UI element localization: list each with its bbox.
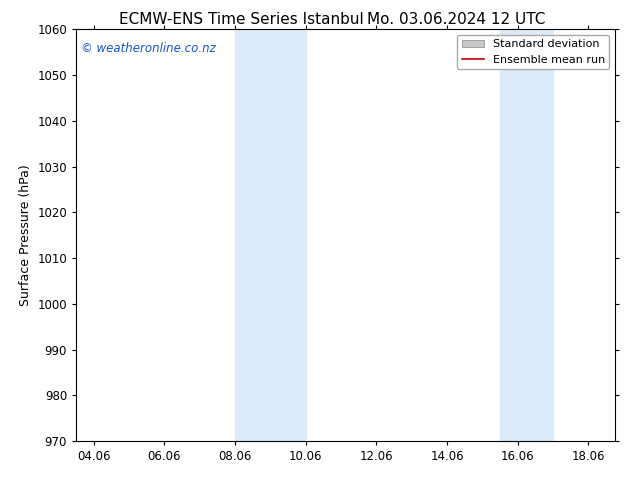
Text: Mo. 03.06.2024 12 UTC: Mo. 03.06.2024 12 UTC	[367, 12, 546, 27]
Bar	[500, 29, 553, 441]
Y-axis label: Surface Pressure (hPa): Surface Pressure (hPa)	[19, 164, 32, 306]
Legend: Standard deviation, Ensemble mean run: Standard deviation, Ensemble mean run	[457, 35, 609, 70]
Text: © weatheronline.co.nz: © weatheronline.co.nz	[81, 42, 216, 55]
Text: ECMW-ENS Time Series Istanbul: ECMW-ENS Time Series Istanbul	[119, 12, 363, 27]
Bar	[235, 29, 306, 441]
